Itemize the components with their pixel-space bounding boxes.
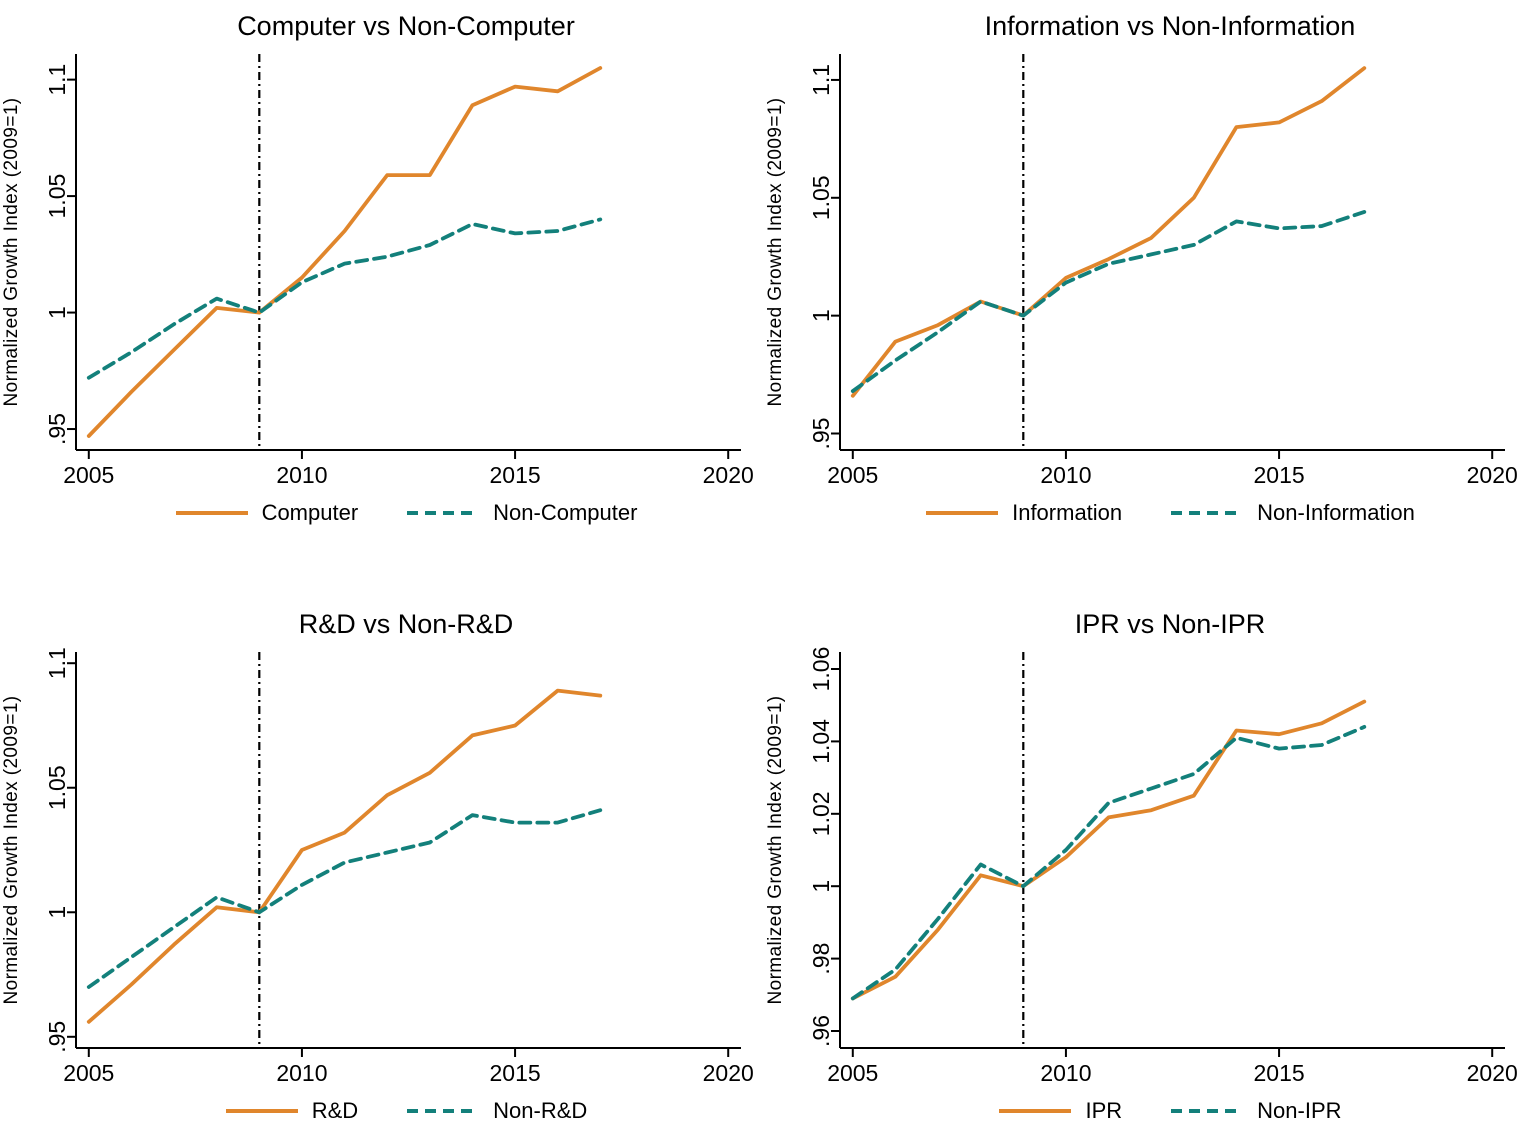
svg-text:2020: 2020 [703,1060,754,1086]
plot-area: .95 1 1.05 1.1 2005 2010 2015 2020 [44,647,754,1086]
legend: Computer Non-Computer [0,500,764,526]
svg-text:2010: 2010 [276,1060,327,1086]
svg-text:.98: .98 [808,943,834,975]
svg-text:1.05: 1.05 [44,174,70,219]
svg-text:.95: .95 [808,418,834,450]
svg-text:2005: 2005 [63,1060,114,1086]
plot-area: .95 1 1.05 1.1 2005 2010 2015 2020 [808,54,1518,488]
panel-rd: R&D vs Non-R&D Normalized Growth Index (… [0,568,764,1136]
svg-text:1: 1 [44,906,70,919]
legend-item-computer: Computer [175,500,359,526]
plot-area: .95 1 1.05 1.1 2005 2010 2015 2020 [44,54,754,488]
svg-text:1.1: 1.1 [44,64,70,96]
solid-line-sample-icon [999,1109,1072,1113]
legend-label: Non-Information [1257,500,1415,525]
svg-text:2020: 2020 [703,462,754,488]
svg-text:.96: .96 [808,1015,834,1047]
dashed-line-sample-icon [1171,511,1244,515]
legend: R&D Non-R&D [0,1098,764,1124]
chart-rd-canvas: Normalized Growth Index (2009=1) .95 1 1.0… [1,647,754,1086]
y-axis-label: Normalized Growth Index (2009=1) [1,97,22,406]
chart-title: Information vs Non-Information [984,11,1356,41]
panel-computer: Computer vs Non-Computer Normalized Grow… [0,0,764,568]
svg-text:2015: 2015 [489,1060,540,1086]
legend-label: R&D [311,1098,359,1123]
svg-text:2005: 2005 [827,462,878,488]
legend-item-rd: R&D [225,1098,358,1124]
legend-label: Computer [261,500,359,525]
chart-ipr-canvas: Normalized Growth Index (2009=1) .96 .98 1… [765,647,1518,1086]
legend-label: Non-Computer [493,500,638,525]
svg-text:1: 1 [808,880,834,893]
legend-item-non-information: Non-Information [1170,500,1415,526]
legend-item-non-rd: Non-R&D [406,1098,587,1124]
legend: IPR Non-IPR [764,1098,1528,1124]
legend-label: Non-IPR [1257,1098,1342,1123]
svg-text:.95: .95 [44,413,70,445]
svg-text:2020: 2020 [1467,1060,1518,1086]
svg-text:1.05: 1.05 [808,175,834,220]
svg-text:1.06: 1.06 [808,647,834,692]
solid-line-sample-icon [175,511,248,515]
svg-text:2005: 2005 [63,462,114,488]
svg-text:1.1: 1.1 [808,64,834,96]
legend-item-non-computer: Non-Computer [406,500,637,526]
dashed-line-sample-icon [1171,1109,1244,1113]
legend-item-non-ipr: Non-IPR [1170,1098,1342,1124]
svg-text:2020: 2020 [1467,462,1518,488]
svg-text:2005: 2005 [827,1060,878,1086]
svg-text:2010: 2010 [1040,1060,1091,1086]
svg-text:2010: 2010 [1040,462,1091,488]
chart-information-canvas: Normalized Growth Index (2009=1) .95 1 1.0… [765,54,1518,488]
legend-item-ipr: IPR [998,1098,1122,1124]
svg-text:1.02: 1.02 [808,791,834,836]
svg-text:2010: 2010 [276,462,327,488]
legend-label: Information [1012,500,1123,525]
legend-item-information: Information [925,500,1122,526]
solid-line-sample-icon [225,1109,298,1113]
chart-title: Computer vs Non-Computer [237,11,575,41]
legend: Information Non-Information [764,500,1528,526]
chart-title: R&D vs Non-R&D [298,609,514,639]
legend-label: IPR [1085,1098,1123,1123]
panel-information: Information vs Non-Information Normalize… [764,0,1528,568]
dashed-line-sample-icon [407,511,480,515]
dashed-line-sample-icon [407,1109,480,1113]
chart-computer-canvas: Normalized Growth Index (2009=1) .95 1 1.0… [1,54,754,488]
svg-text:1: 1 [44,306,70,319]
svg-text:1.1: 1.1 [44,647,70,679]
plot-area: .96 .98 1 1.02 1.04 1.06 2005 2010 2015 2020 [808,647,1518,1086]
y-axis-label: Normalized Growth Index (2009=1) [765,97,786,406]
chart-title: IPR vs Non-IPR [1074,609,1266,639]
panel-ipr: IPR vs Non-IPR Normalized Growth Index (… [764,568,1528,1136]
svg-text:.95: .95 [44,1021,70,1053]
legend-label: Non-R&D [493,1098,588,1123]
svg-text:1.04: 1.04 [808,719,834,764]
svg-text:1.05: 1.05 [44,765,70,810]
svg-text:2015: 2015 [1253,462,1304,488]
y-axis-label: Normalized Growth Index (2009=1) [765,695,786,1004]
svg-text:2015: 2015 [489,462,540,488]
y-axis-label: Normalized Growth Index (2009=1) [1,695,22,1004]
svg-text:2015: 2015 [1253,1060,1304,1086]
solid-line-sample-icon [926,511,999,515]
svg-text:1: 1 [808,309,834,322]
